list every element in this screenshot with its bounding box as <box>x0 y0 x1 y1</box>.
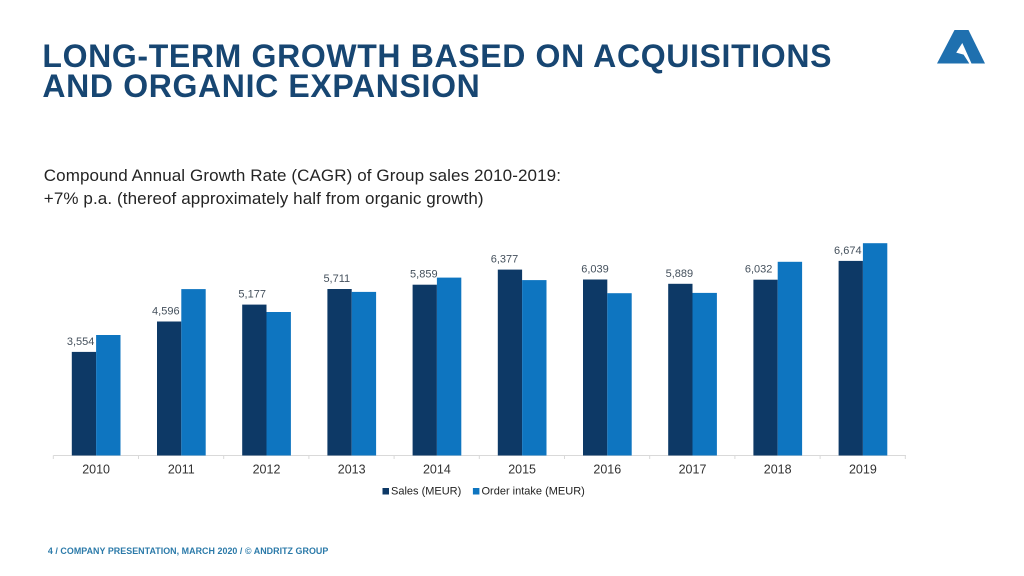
svg-text:2012: 2012 <box>253 463 281 477</box>
svg-text:2010: 2010 <box>82 463 110 477</box>
svg-text:2018: 2018 <box>764 463 792 477</box>
svg-text:2016: 2016 <box>593 463 621 477</box>
svg-text:4,596: 4,596 <box>152 306 180 318</box>
svg-text:5,859: 5,859 <box>410 269 438 281</box>
svg-text:6,377: 6,377 <box>491 254 519 266</box>
svg-text:6,032: 6,032 <box>745 264 773 276</box>
svg-text:Sales (MEUR): Sales (MEUR) <box>391 486 461 498</box>
svg-text:5,889: 5,889 <box>666 268 694 280</box>
svg-text:2015: 2015 <box>508 463 536 477</box>
svg-text:6,674: 6,674 <box>834 245 862 257</box>
svg-text:6,039: 6,039 <box>581 264 609 276</box>
svg-text:5,177: 5,177 <box>238 289 266 301</box>
svg-text:2019: 2019 <box>849 463 877 477</box>
svg-text:2017: 2017 <box>679 463 707 477</box>
svg-text:2011: 2011 <box>168 463 195 477</box>
svg-text:Order intake (MEUR): Order intake (MEUR) <box>482 486 585 498</box>
svg-text:5,711: 5,711 <box>323 273 350 285</box>
svg-text:2013: 2013 <box>338 463 366 477</box>
svg-text:2014: 2014 <box>423 463 451 477</box>
svg-text:3,554: 3,554 <box>67 336 95 348</box>
